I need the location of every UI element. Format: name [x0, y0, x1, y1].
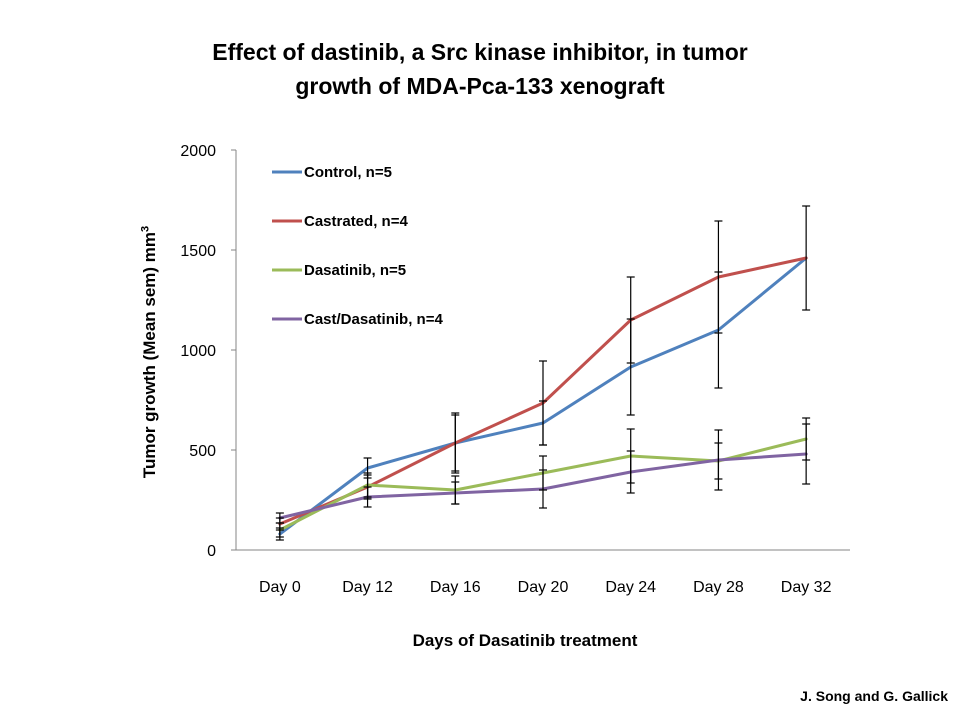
legend-label: Castrated, n=4: [304, 213, 408, 230]
y-tick-label: 500: [189, 443, 216, 460]
x-tick-label: Day 0: [259, 579, 301, 596]
credit-text: J. Song and G. Gallick: [800, 688, 948, 704]
legend-label: Cast/Dasatinib, n=4: [304, 311, 443, 328]
y-tick-label: 0: [207, 543, 216, 560]
x-tick-label: Day 16: [430, 579, 481, 596]
y-tick-label: 1500: [180, 243, 216, 260]
y-axis-label-text: Tumor growth (Mean sem) mm: [140, 231, 159, 479]
x-tick-label: Day 28: [693, 579, 744, 596]
chart-title-line-1: Effect of dastinib, a Src kinase inhibit…: [212, 39, 748, 65]
chart-title-line-2: growth of MDA-Pca-133 xenograft: [295, 73, 665, 99]
legend-label: Dasatinib, n=5: [304, 262, 406, 279]
y-axis-label: Tumor growth (Mean sem) mm3: [139, 225, 160, 479]
x-tick-label: Day 12: [342, 579, 393, 596]
y-axis-label-superscript: 3: [139, 225, 152, 232]
x-tick-label: Day 32: [781, 579, 832, 596]
x-tick-label: Day 24: [605, 579, 656, 596]
legend-label: Control, n=5: [304, 164, 392, 181]
y-tick-label: 2000: [180, 143, 216, 160]
x-axis-label: Days of Dasatinib treatment: [412, 631, 638, 650]
y-tick-label: 1000: [180, 343, 216, 360]
x-tick-label: Day 20: [518, 579, 569, 596]
